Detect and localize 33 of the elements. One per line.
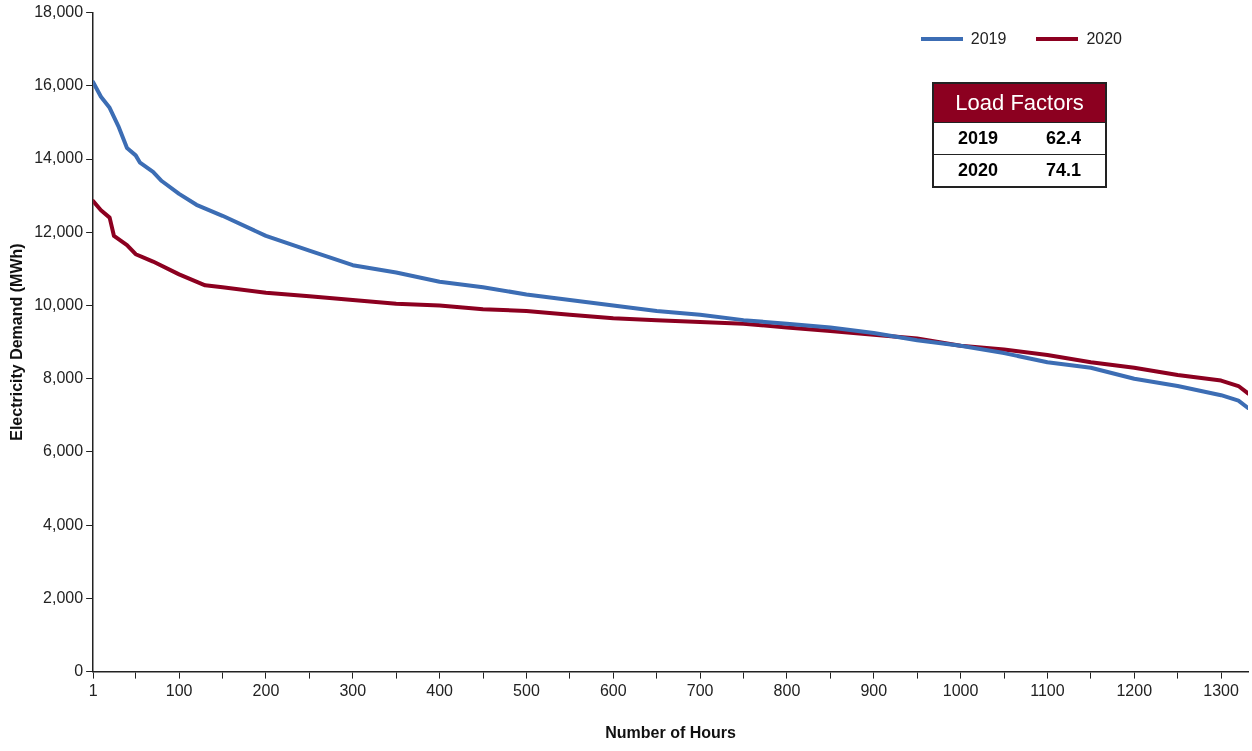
x-tick-label: 500 xyxy=(513,681,540,699)
y-axis-title: Electricity Demand (MWh) xyxy=(8,243,26,441)
x-tick-label: 1100 xyxy=(1030,681,1065,699)
x-tick-label: 600 xyxy=(599,681,627,699)
x-tick-label: 1200 xyxy=(1116,681,1153,699)
x-tick-label: 1000 xyxy=(942,681,979,699)
y-tick-label: 0 xyxy=(74,662,84,680)
y-tick-label: 14,000 xyxy=(34,149,84,167)
x-tick-label: 100 xyxy=(165,681,193,699)
legend-label: 2020 xyxy=(1086,30,1122,48)
x-axis-title: Number of Hours xyxy=(605,723,737,741)
x-tick-label: 1 xyxy=(88,681,98,699)
x-tick-label: 300 xyxy=(339,681,367,699)
y-tick-label: 2,000 xyxy=(43,588,84,606)
y-tick-label: 10,000 xyxy=(34,295,84,313)
x-tick-label: 1300 xyxy=(1203,681,1239,699)
y-tick-label: 12,000 xyxy=(34,222,84,240)
y-tick-label: 4,000 xyxy=(43,515,84,533)
annotation: Load Factors xyxy=(933,83,1107,123)
x-tick-label: 700 xyxy=(686,681,714,699)
x-tick-label: 800 xyxy=(773,681,801,699)
y-tick-label: 16,000 xyxy=(34,76,84,94)
annotation: 2020 xyxy=(933,154,1023,187)
y-tick-label: 8,000 xyxy=(43,369,84,387)
x-tick-label: 400 xyxy=(426,681,454,699)
x-tick-label: 200 xyxy=(252,681,280,699)
annotation: 2019 xyxy=(933,122,1023,155)
y-tick-label: 6,000 xyxy=(43,442,84,460)
x-tick-label: 900 xyxy=(860,681,888,699)
y-tick-label: 18,000 xyxy=(34,3,84,21)
legend-label: 2019 xyxy=(970,30,1007,48)
annotation: 62.4 xyxy=(1022,122,1107,155)
annotation: 74.1 xyxy=(1022,154,1107,187)
